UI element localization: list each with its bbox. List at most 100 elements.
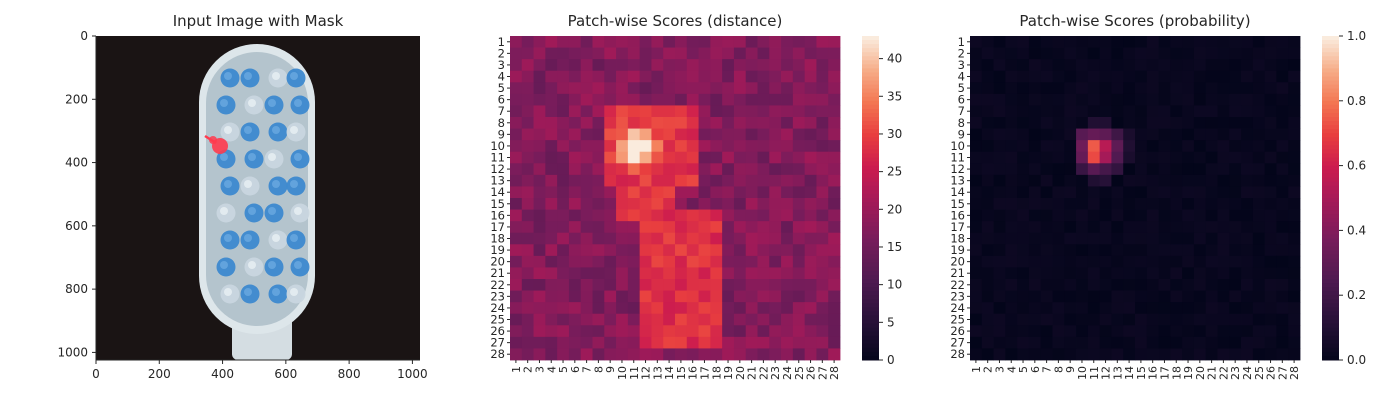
heatmap-cell [1040, 59, 1053, 72]
heatmap-cell [1064, 59, 1077, 72]
heatmap-cell [722, 221, 735, 234]
colorbar-segment [1322, 218, 1339, 223]
heatmap-cell [1241, 163, 1254, 176]
heatmap-cell [1276, 336, 1289, 349]
heatmap-cell [816, 82, 829, 95]
heatmap-cell [580, 302, 593, 315]
heatmap-cell [1052, 232, 1065, 245]
heatmap-cell [1264, 290, 1277, 303]
heatmap-cell [686, 140, 699, 153]
heatmap-cell [1229, 151, 1242, 164]
heatmap-cell [592, 59, 605, 72]
heatmap-cell [675, 128, 688, 141]
heatmap-cell [781, 198, 794, 210]
heatmap-cell [1087, 93, 1101, 106]
heatmap-cell [1064, 128, 1077, 141]
heatmap-cell [1288, 325, 1301, 338]
heatmap-cell [1087, 47, 1101, 60]
colorbar-segment [1322, 214, 1339, 219]
heatmap-cell [722, 232, 735, 245]
heatmap-cell [1288, 163, 1301, 176]
heatmap-cell [1087, 70, 1101, 83]
heatmap-cell [1146, 163, 1159, 176]
heatmap-cell [1111, 140, 1124, 153]
heatmap-cell [733, 128, 747, 141]
heatmap-cell [639, 151, 652, 164]
heatmap-cell [686, 93, 699, 106]
heatmap-cell [722, 59, 735, 72]
heatmap-cell [1017, 290, 1030, 303]
colorbar-segment [1322, 279, 1339, 284]
heatmap-cell [1087, 59, 1101, 72]
heatmap-cell [1076, 290, 1089, 303]
heatmap-cell [745, 198, 758, 210]
heatmap-cell [1076, 174, 1089, 187]
heatmap-cell [993, 267, 1006, 280]
heatmap-cell [1040, 267, 1053, 280]
colorbar-tick-label: 10 [887, 278, 902, 292]
heatmap-cell [545, 186, 558, 199]
heatmap-cell [1252, 93, 1266, 106]
heatmap-cell [1028, 186, 1042, 199]
heatmap-cell [545, 82, 558, 95]
heatmap-cell [592, 82, 605, 95]
bristle-highlight [294, 99, 302, 107]
heatmap-cell [1182, 140, 1195, 153]
heatmap-cell [604, 290, 617, 303]
heatmap-cell [1158, 82, 1171, 95]
y-tick-label: 600 [65, 219, 88, 233]
heatmap-cell [970, 209, 983, 222]
colorbar-segment [1322, 40, 1339, 45]
colorbar-segment [862, 185, 879, 191]
heatmap-cell [580, 105, 593, 118]
heatmap-cell [1099, 140, 1112, 153]
colorbar-tick-label: 35 [887, 89, 902, 103]
heatmap-cell [1217, 128, 1230, 141]
heatmap-cell [1288, 290, 1301, 303]
heatmap-cell [1099, 302, 1112, 315]
heatmap-cell [804, 209, 817, 222]
heatmap-cell [1135, 232, 1148, 245]
heatmap-cell [769, 151, 782, 164]
heatmap-cell [1028, 36, 1042, 48]
col-tick-label: 6 [1029, 366, 1042, 373]
col-tick-label: 25 [1253, 366, 1266, 380]
heatmap-cell [1064, 209, 1077, 222]
heatmap-cell [733, 47, 747, 60]
heatmap-cell [733, 313, 747, 326]
heatmap-cell [1146, 232, 1159, 245]
heatmap-cell [1217, 232, 1230, 245]
col-tick-label: 20 [1194, 366, 1207, 380]
col-tick-label: 12 [1100, 366, 1113, 380]
heatmap-cell [651, 128, 664, 141]
heatmap-cell [792, 117, 806, 129]
col-tick-label: 7 [1041, 366, 1054, 373]
heatmap-cell [757, 140, 770, 153]
heatmap-cell [769, 325, 782, 338]
heatmap-cell [698, 128, 711, 141]
heatmap-cell [792, 140, 806, 153]
colorbar-segment [862, 104, 879, 110]
heatmap-cell [1123, 198, 1136, 210]
heatmap-cell [710, 47, 723, 60]
heatmap-cell [1193, 302, 1207, 315]
heatmap-cell [533, 313, 546, 326]
colorbar-segment [1322, 56, 1339, 61]
heatmap-cell [592, 302, 605, 315]
heatmap-cell [1052, 279, 1065, 291]
heatmap-cell [675, 93, 688, 106]
heatmap-cell [1135, 313, 1148, 326]
heatmap-cell [981, 59, 994, 72]
heatmap-cell [1099, 279, 1112, 291]
heatmap-cell [816, 140, 829, 153]
heatmap-cell [627, 174, 641, 187]
heatmap-cell [557, 93, 570, 106]
heatmap-cell [686, 244, 699, 257]
heatmap-cell [557, 255, 570, 268]
heatmap-cell [781, 128, 794, 141]
heatmap-cell [993, 279, 1006, 291]
heatmap-cell [1123, 313, 1136, 326]
heatmap-cell [1076, 325, 1089, 338]
heatmap-cell [816, 36, 829, 48]
heatmap-cell [698, 209, 711, 222]
